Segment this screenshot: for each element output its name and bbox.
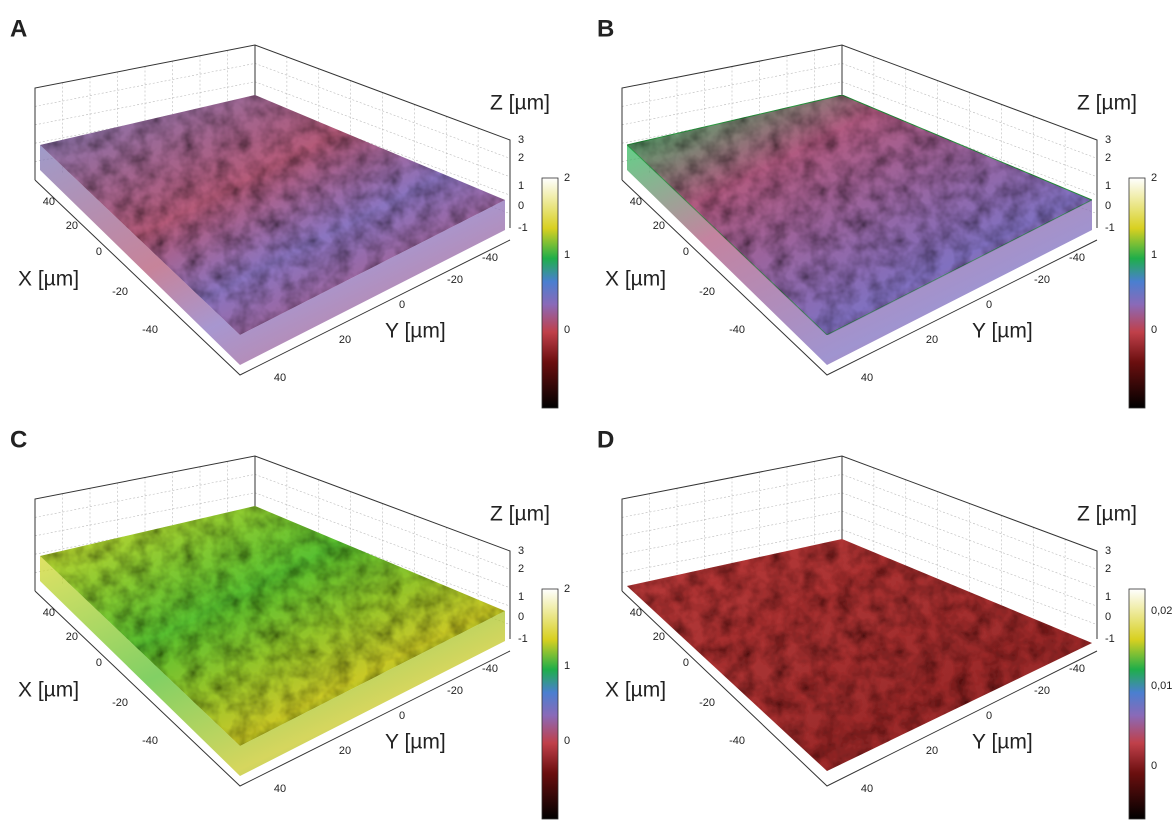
z-tick-label: 0 bbox=[518, 200, 524, 212]
colorbar-tick-label: 0,01 bbox=[1151, 680, 1172, 692]
z-tick-label: -1 bbox=[518, 222, 528, 234]
colorbar-tick-label: 0 bbox=[564, 735, 570, 747]
panel: CX [µm]Y [µm]Z [µm]40200-20-40-40-200204… bbox=[10, 426, 570, 819]
panel: DX [µm]Y [µm]Z [µm]40200-20-40-40-200204… bbox=[597, 426, 1172, 819]
y-tick-label: -20 bbox=[1034, 685, 1050, 697]
z-tick-label: -1 bbox=[1105, 222, 1115, 234]
x-tick-label: -40 bbox=[142, 324, 158, 336]
y-axis-label: Y [µm] bbox=[385, 320, 446, 343]
z-tick-label: 2 bbox=[518, 152, 524, 164]
z-tick-label: 0 bbox=[1105, 200, 1111, 212]
x-axis-label: X [µm] bbox=[18, 268, 79, 291]
y-tick-label: 20 bbox=[926, 334, 938, 346]
z-tick-label: 1 bbox=[1105, 180, 1111, 192]
y-tick-label: -20 bbox=[1034, 274, 1050, 286]
z-tick-label: 1 bbox=[518, 180, 524, 192]
z-tick-label: 2 bbox=[1105, 563, 1111, 575]
y-tick-label: -40 bbox=[1069, 252, 1085, 264]
colorbar bbox=[542, 178, 558, 408]
z-tick-label: 2 bbox=[1105, 152, 1111, 164]
y-tick-label: 0 bbox=[986, 710, 992, 722]
y-tick-label: -40 bbox=[482, 663, 498, 675]
y-tick-label: -20 bbox=[447, 274, 463, 286]
z-axis-label: Z [µm] bbox=[490, 503, 550, 526]
z-axis-label: Z [µm] bbox=[490, 92, 550, 115]
y-tick-label: -40 bbox=[482, 252, 498, 264]
y-axis-label: Y [µm] bbox=[385, 731, 446, 754]
colorbar bbox=[1129, 178, 1145, 408]
x-tick-label: 40 bbox=[630, 196, 642, 208]
panel-label: B bbox=[597, 15, 614, 42]
x-axis-label: X [µm] bbox=[18, 679, 79, 702]
y-tick-label: 40 bbox=[274, 372, 286, 384]
colorbar-tick-label: 0,02 bbox=[1151, 605, 1172, 617]
colorbar-tick-label: 0 bbox=[1151, 760, 1157, 772]
z-tick-label: 0 bbox=[518, 611, 524, 623]
y-tick-label: 20 bbox=[339, 334, 351, 346]
z-axis-label: Z [µm] bbox=[1077, 503, 1137, 526]
colorbar bbox=[1129, 589, 1145, 819]
x-tick-label: -40 bbox=[729, 735, 745, 747]
z-tick-label: 3 bbox=[1105, 545, 1111, 557]
y-tick-label: 20 bbox=[926, 745, 938, 757]
z-tick-label: 0 bbox=[1105, 611, 1111, 623]
z-tick-label: 3 bbox=[518, 545, 524, 557]
x-tick-label: 40 bbox=[43, 196, 55, 208]
x-tick-label: 20 bbox=[66, 631, 78, 643]
z-tick-label: 3 bbox=[518, 134, 524, 146]
z-axis-label: Z [µm] bbox=[1077, 92, 1137, 115]
z-tick-label: 1 bbox=[518, 591, 524, 603]
x-tick-label: 0 bbox=[683, 657, 689, 669]
x-axis-label: X [µm] bbox=[605, 679, 666, 702]
y-tick-label: 40 bbox=[861, 783, 873, 795]
y-tick-label: 0 bbox=[986, 299, 992, 311]
y-tick-label: 20 bbox=[339, 745, 351, 757]
x-tick-label: 0 bbox=[683, 246, 689, 258]
x-tick-label: -40 bbox=[729, 324, 745, 336]
z-tick-label: -1 bbox=[1105, 633, 1115, 645]
x-tick-label: -40 bbox=[142, 735, 158, 747]
x-tick-label: 0 bbox=[96, 657, 102, 669]
panel: AX [µm]Y [µm]Z [µm]40200-20-40-40-200204… bbox=[10, 15, 570, 408]
figure: AX [µm]Y [µm]Z [µm]40200-20-40-40-200204… bbox=[0, 0, 1175, 823]
y-axis-label: Y [µm] bbox=[972, 731, 1033, 754]
x-tick-label: 20 bbox=[653, 631, 665, 643]
y-tick-label: 0 bbox=[399, 710, 405, 722]
colorbar-tick-label: 0 bbox=[1151, 324, 1157, 336]
y-tick-label: 40 bbox=[861, 372, 873, 384]
colorbar-tick-label: 2 bbox=[1151, 172, 1157, 184]
x-tick-label: -20 bbox=[699, 697, 715, 709]
z-tick-label: 1 bbox=[1105, 591, 1111, 603]
x-tick-label: 40 bbox=[630, 607, 642, 619]
z-tick-label: -1 bbox=[518, 633, 528, 645]
y-tick-label: 0 bbox=[399, 299, 405, 311]
x-tick-label: 20 bbox=[653, 220, 665, 232]
x-axis-label: X [µm] bbox=[605, 268, 666, 291]
colorbar-tick-label: 1 bbox=[564, 249, 570, 261]
panel-label: D bbox=[597, 426, 614, 453]
panel-label: C bbox=[10, 426, 27, 453]
z-tick-label: 2 bbox=[518, 563, 524, 575]
x-tick-label: 0 bbox=[96, 246, 102, 258]
colorbar-tick-label: 1 bbox=[564, 660, 570, 672]
panel: BX [µm]Y [µm]Z [µm]40200-20-40-40-200204… bbox=[597, 15, 1157, 408]
colorbar-tick-label: 2 bbox=[564, 172, 570, 184]
z-tick-label: 3 bbox=[1105, 134, 1111, 146]
colorbar-tick-label: 0 bbox=[564, 324, 570, 336]
x-tick-label: 20 bbox=[66, 220, 78, 232]
y-axis-label: Y [µm] bbox=[972, 320, 1033, 343]
x-tick-label: -20 bbox=[699, 286, 715, 298]
x-tick-label: 40 bbox=[43, 607, 55, 619]
panel-label: A bbox=[10, 15, 27, 42]
y-tick-label: -40 bbox=[1069, 663, 1085, 675]
colorbar-tick-label: 1 bbox=[1151, 249, 1157, 261]
y-tick-label: -20 bbox=[447, 685, 463, 697]
x-tick-label: -20 bbox=[112, 697, 128, 709]
x-tick-label: -20 bbox=[112, 286, 128, 298]
y-tick-label: 40 bbox=[274, 783, 286, 795]
colorbar-tick-label: 2 bbox=[564, 583, 570, 595]
colorbar bbox=[542, 589, 558, 819]
